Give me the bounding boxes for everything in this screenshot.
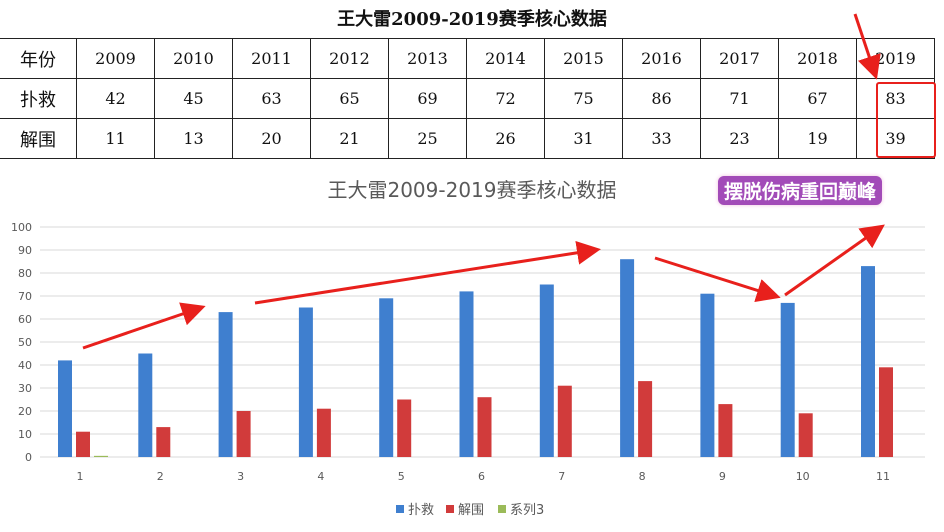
bar-1 <box>620 259 635 457</box>
annotation-label: 摆脱伤病重回巅峰 <box>718 176 883 205</box>
bar-2 <box>316 408 331 457</box>
bar-2 <box>156 427 171 457</box>
table-row: 解围 11 13 20 21 25 26 31 33 23 19 39 <box>0 118 935 159</box>
x-tick-label: 11 <box>876 470 890 483</box>
table-row: 扑救 42 45 63 65 69 72 75 86 71 67 83 <box>0 78 935 119</box>
bar-chart: 王大雷2009-2019赛季核心数据 0 10 20 30 40 50 60 70 80 90 100… <box>11 178 925 518</box>
legend-label: 系列3 <box>510 503 544 518</box>
bar-1 <box>780 302 795 457</box>
x-tick-label: 4 <box>317 470 324 483</box>
y-tick-label: 30 <box>18 382 32 395</box>
x-tick-label: 3 <box>237 470 244 483</box>
table-cell: 83 <box>856 78 935 119</box>
table-cell: 65 <box>310 78 389 119</box>
table-cell: 63 <box>232 78 311 119</box>
table-cell: 2011 <box>232 38 311 79</box>
legend-swatch <box>396 505 404 513</box>
x-tick-label: 9 <box>719 470 726 483</box>
table-cell: 11 <box>76 118 155 159</box>
highlight-box <box>876 82 936 158</box>
table-cell: 25 <box>388 118 467 159</box>
bar-2 <box>76 431 90 457</box>
bar-2 <box>236 411 251 457</box>
y-tick-label: 70 <box>18 290 32 303</box>
x-tick-label: 6 <box>478 470 485 483</box>
y-tick-label: 50 <box>18 336 32 349</box>
y-tick-label: 90 <box>18 244 32 257</box>
table-row: 年份 2009 2010 2011 2012 2013 2014 2015 2016 2017 20… <box>0 38 935 79</box>
bar-1 <box>58 360 72 457</box>
x-tick-label: 10 <box>796 470 810 483</box>
table-cell: 42 <box>76 78 155 119</box>
table-cell: 26 <box>466 118 545 159</box>
table-cell: 33 <box>622 118 701 159</box>
bar-3 <box>94 455 108 457</box>
table-cell: 13 <box>154 118 233 159</box>
bar-2 <box>718 404 733 457</box>
bar-1 <box>700 293 715 457</box>
table-cell: 69 <box>388 78 467 119</box>
table-cell: 19 <box>778 118 857 159</box>
y-tick-label: 40 <box>18 359 32 372</box>
bar-2 <box>798 413 813 457</box>
x-tick-label: 8 <box>639 470 646 483</box>
bar-1 <box>861 266 875 457</box>
y-tick-label: 0 <box>25 451 32 464</box>
y-tick-label: 80 <box>18 267 32 280</box>
table-cell: 2009 <box>76 38 155 79</box>
table-cell: 2018 <box>778 38 857 79</box>
chart-title: 王大雷2009-2019赛季核心数据 <box>327 178 616 202</box>
row-header: 扑救 <box>0 78 77 119</box>
table-cell: 2013 <box>388 38 467 79</box>
legend-label: 解围 <box>458 503 484 518</box>
y-tick-label: 10 <box>18 428 32 441</box>
table-cell: 71 <box>700 78 779 119</box>
table-cell: 2019 <box>856 38 935 79</box>
legend-swatch <box>446 505 454 513</box>
bar-1 <box>138 353 153 457</box>
table-cell: 2010 <box>154 38 233 79</box>
legend-swatch <box>498 505 506 513</box>
bar-2 <box>397 399 412 457</box>
table-cell: 86 <box>622 78 701 119</box>
legend-label: 扑救 <box>408 502 434 518</box>
row-header: 解围 <box>0 118 77 159</box>
table-cell: 23 <box>700 118 779 159</box>
bar-1 <box>459 291 474 457</box>
table-cell: 2014 <box>466 38 545 79</box>
bar-2 <box>879 367 893 457</box>
table-cell: 2017 <box>700 38 779 79</box>
bar-1 <box>539 284 554 457</box>
table-cell: 45 <box>154 78 233 119</box>
x-tick-label: 2 <box>157 470 164 483</box>
x-tick-label: 7 <box>558 470 565 483</box>
table-cell: 21 <box>310 118 389 159</box>
bar-2 <box>557 385 572 457</box>
table-cell: 72 <box>466 78 545 119</box>
x-tick-label: 5 <box>398 470 405 483</box>
y-tick-label: 20 <box>18 405 32 418</box>
table-cell: 39 <box>856 118 935 159</box>
table-cell: 20 <box>232 118 311 159</box>
table-cell: 2016 <box>622 38 701 79</box>
table-title: 王大雷2009-2019赛季核心数据 <box>337 9 607 30</box>
table-cell: 75 <box>544 78 623 119</box>
row-header: 年份 <box>0 38 77 79</box>
table-cell: 31 <box>544 118 623 159</box>
table-cell: 67 <box>778 78 857 119</box>
x-tick-label: 1 <box>77 470 84 483</box>
bar-1 <box>298 307 313 457</box>
bar-2 <box>638 381 653 457</box>
data-table: 年份 2009 2010 2011 2012 2013 2014 2015 2016 2017 20… <box>0 38 935 159</box>
y-tick-label: 100 <box>11 221 32 234</box>
bar-1 <box>379 298 394 457</box>
y-tick-label: 60 <box>18 313 32 326</box>
table-cell: 2015 <box>544 38 623 79</box>
table-cell: 2012 <box>310 38 389 79</box>
bar-2 <box>477 397 492 457</box>
bar-1 <box>218 312 233 457</box>
